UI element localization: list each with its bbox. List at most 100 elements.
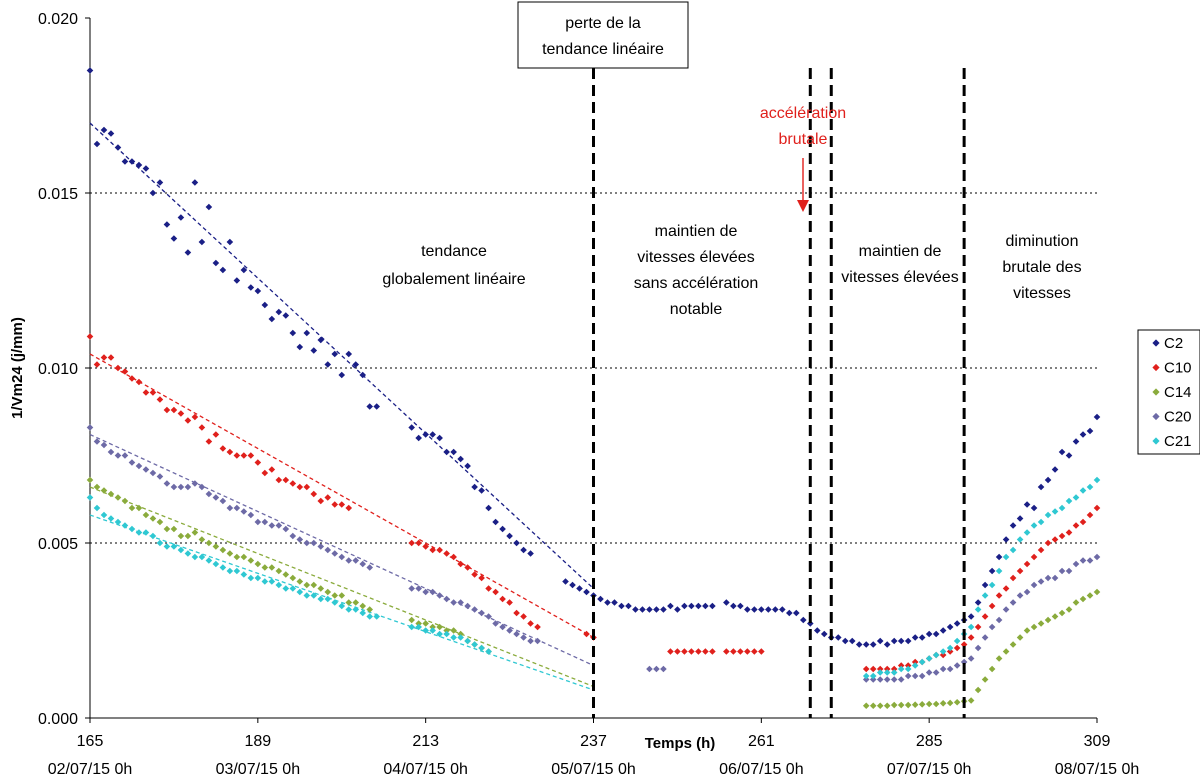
point-c2-16 <box>198 238 206 246</box>
annotation-acceleration-line-1: brutale <box>779 131 828 148</box>
point-c2-25 <box>261 301 269 309</box>
point-c20-32 <box>310 539 318 547</box>
point-c2-69 <box>625 602 632 610</box>
point-c20-80 <box>981 634 989 641</box>
annotation-diminution-line-2: vitesses <box>1013 285 1071 302</box>
point-c21-77 <box>1023 529 1031 536</box>
point-c10-36 <box>338 501 346 508</box>
point-c20-42 <box>415 585 422 592</box>
point-c2-121 <box>995 553 1003 561</box>
point-c2-37 <box>345 350 353 358</box>
point-c10-14 <box>184 417 192 424</box>
point-c14-85 <box>1086 592 1094 599</box>
point-c10-65 <box>709 648 716 655</box>
point-c21-52 <box>478 644 485 652</box>
point-c21-72 <box>988 581 996 589</box>
point-c10-56 <box>534 623 541 631</box>
point-c2-98 <box>834 634 842 641</box>
point-c14-10 <box>156 518 164 526</box>
trend-line-c10 <box>89 353 594 639</box>
point-c21-21 <box>233 567 241 575</box>
point-c2-52 <box>478 487 485 494</box>
point-c21-1 <box>93 504 101 512</box>
point-c2-76 <box>674 606 681 613</box>
point-c14-22 <box>240 553 248 561</box>
point-c2-4 <box>114 144 122 151</box>
point-c14-16 <box>198 536 206 543</box>
point-c2-13 <box>177 214 185 221</box>
point-c2-84 <box>737 602 744 610</box>
point-c2-17 <box>205 203 213 211</box>
point-c2-128 <box>1044 476 1052 484</box>
point-c21-46 <box>436 630 443 638</box>
point-c10-17 <box>205 438 213 445</box>
point-c10-33 <box>317 497 325 505</box>
point-c10-38 <box>408 539 415 547</box>
point-c21-43 <box>415 623 422 631</box>
point-c21-20 <box>226 567 234 575</box>
point-c10-71 <box>758 648 765 655</box>
point-c10-21 <box>233 452 241 459</box>
point-c2-95 <box>813 627 821 634</box>
point-c2-61 <box>569 581 576 589</box>
point-c20-66 <box>883 676 891 683</box>
point-c2-79 <box>695 602 702 610</box>
point-c20-29 <box>289 532 297 540</box>
x-date-label-4: 06/07/15 0h <box>719 761 804 778</box>
point-c2-45 <box>429 431 436 438</box>
point-c10-15 <box>191 413 199 421</box>
point-c21-23 <box>247 574 255 582</box>
point-c2-130 <box>1058 448 1066 456</box>
point-c10-93 <box>1009 574 1017 582</box>
y-tick-label-1: 0.005 <box>38 536 78 553</box>
point-c2-47 <box>443 448 450 456</box>
annotation-perte-line-0: perte de la <box>565 15 641 32</box>
point-c2-19 <box>219 266 227 274</box>
point-c21-2 <box>100 511 108 519</box>
point-c14-43 <box>422 620 429 627</box>
point-c10-43 <box>443 550 450 557</box>
point-c14-59 <box>904 701 912 709</box>
point-c20-84 <box>1009 599 1017 606</box>
point-c10-100 <box>1058 532 1066 540</box>
point-c2-60 <box>562 578 569 585</box>
point-c21-78 <box>1030 522 1038 529</box>
point-c10-86 <box>960 641 968 648</box>
point-c21-5 <box>121 522 129 529</box>
point-c21-45 <box>429 627 436 634</box>
point-c21-58 <box>890 669 898 676</box>
point-c10-46 <box>464 564 471 571</box>
point-c21-30 <box>296 588 304 596</box>
point-c2-8 <box>142 165 150 172</box>
point-c10-102 <box>1072 522 1080 529</box>
annotation-maintien1-line-2: sans accélération <box>634 275 759 292</box>
point-c14-14 <box>184 532 192 540</box>
point-c14-81 <box>1058 609 1066 617</box>
point-c2-74 <box>660 606 667 613</box>
point-c20-37 <box>345 557 353 564</box>
point-c10-67 <box>730 648 737 655</box>
point-c20-23 <box>247 511 255 519</box>
point-c10-103 <box>1079 518 1087 526</box>
x-date-label-1: 03/07/15 0h <box>216 761 301 778</box>
point-c10-4 <box>114 364 122 372</box>
point-c14-84 <box>1079 595 1087 603</box>
point-c14-15 <box>191 529 199 536</box>
point-c2-75 <box>667 602 674 610</box>
point-c14-86 <box>1093 588 1101 596</box>
x-date-label-2: 04/07/15 0h <box>383 761 468 778</box>
point-c21-18 <box>212 560 220 568</box>
point-c20-41 <box>408 585 415 592</box>
point-c20-0 <box>86 424 94 431</box>
trend-lines <box>89 122 594 691</box>
point-c20-13 <box>177 483 185 491</box>
point-c10-66 <box>723 648 730 655</box>
point-c10-29 <box>289 480 297 487</box>
point-c21-33 <box>317 595 325 603</box>
legend-marker-c2 <box>1152 339 1160 347</box>
point-c14-3 <box>107 490 115 498</box>
point-c10-73 <box>869 665 877 673</box>
point-c10-74 <box>876 665 884 673</box>
point-c20-78 <box>967 655 975 662</box>
point-c14-27 <box>275 567 283 575</box>
